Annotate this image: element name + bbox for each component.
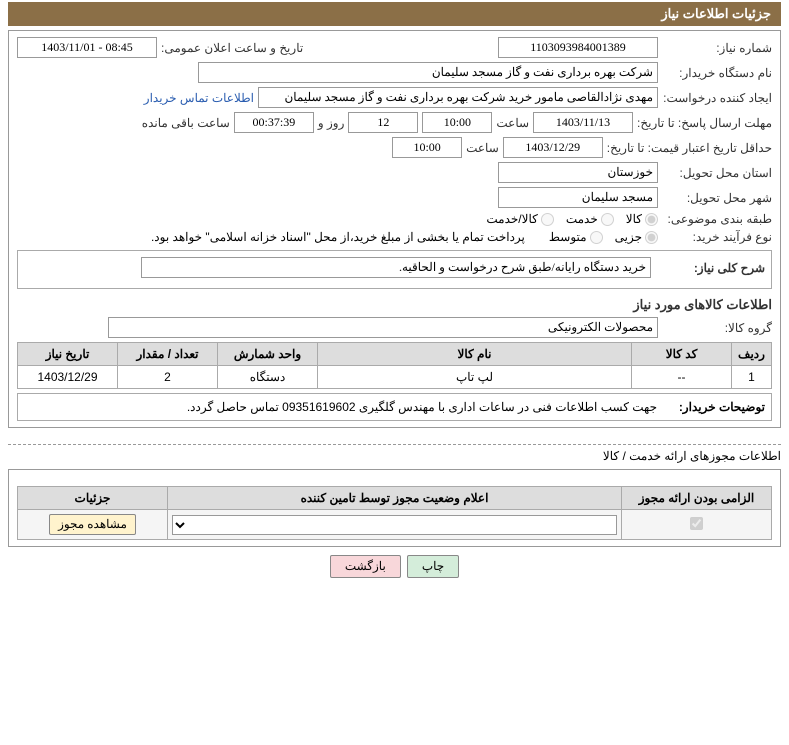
cell-qty: 2: [118, 366, 218, 389]
treasury-note: پرداخت تمام یا بخشی از مبلغ خرید،از محل …: [151, 230, 525, 244]
requester-label: ایجاد کننده درخواست:: [662, 91, 772, 105]
buyer-notes-text: جهت کسب اطلاعات فنی در ساعات اداری با مه…: [187, 400, 657, 414]
process-label: نوع فرآیند خرید:: [662, 230, 772, 244]
back-button[interactable]: بازگشت: [330, 555, 401, 578]
buyer-notes-box: توضیحات خریدار: جهت کسب اطلاعات فنی در س…: [17, 393, 772, 421]
permit-section: اطلاعات مجوزهای ارائه خدمت / کالا الزامی…: [8, 444, 781, 547]
status-select[interactable]: [172, 515, 617, 535]
province-field: [498, 162, 658, 183]
proc-medium-radio[interactable]: متوسط: [549, 230, 603, 244]
announce-datetime-field: [17, 37, 157, 58]
page-title-bar: جزئیات اطلاعات نیاز: [8, 2, 781, 26]
cell-unit: دستگاه: [218, 366, 318, 389]
goods-group-field: [108, 317, 658, 338]
goods-table: ردیف کد کالا نام کالا واحد شمارش تعداد /…: [17, 342, 772, 389]
time-label-2: ساعت: [466, 141, 499, 155]
th-qty: تعداد / مقدار: [118, 343, 218, 366]
mandatory-checkbox: [690, 517, 703, 530]
deadline-time-field: [422, 112, 492, 133]
remaining-label: ساعت باقی مانده: [142, 116, 230, 130]
requester-field: [258, 87, 658, 108]
validity-time-field: [392, 137, 462, 158]
proc-partial-text: جزیی: [615, 230, 642, 244]
goods-group-label: گروه کالا:: [662, 321, 772, 335]
cat-goods-radio[interactable]: کالا: [626, 212, 658, 226]
cat-service-radio[interactable]: خدمت: [566, 212, 614, 226]
city-field: [498, 187, 658, 208]
buyer-contact-link[interactable]: اطلاعات تماس خریدار: [144, 91, 254, 105]
buyer-org-label: نام دستگاه خریدار:: [662, 66, 772, 80]
th-name: نام کالا: [318, 343, 632, 366]
city-label: شهر محل تحویل:: [662, 191, 772, 205]
th-code: کد کالا: [632, 343, 732, 366]
validity-label: حداقل تاریخ اعتبار قیمت: تا تاریخ:: [607, 141, 772, 155]
th-mandatory: الزامی بودن ارائه مجوز: [622, 487, 772, 510]
proc-medium-text: متوسط: [549, 230, 587, 244]
permit-row: مشاهده مجوز: [18, 510, 772, 540]
time-label-1: ساعت: [496, 116, 529, 130]
th-row: ردیف: [732, 343, 772, 366]
goods-section-title: اطلاعات کالاهای مورد نیاز: [17, 297, 772, 313]
days-count-field: [348, 112, 418, 133]
permit-table: الزامی بودن ارائه مجوز اعلام وضعیت مجوز …: [17, 486, 772, 540]
desc-field: [141, 257, 651, 278]
need-number-label: شماره نیاز:: [662, 41, 772, 55]
validity-date-field: [503, 137, 603, 158]
table-row: 1 -- لپ تاپ دستگاه 2 1403/12/29: [18, 366, 772, 389]
print-button[interactable]: چاپ: [407, 555, 459, 578]
province-label: استان محل تحویل:: [662, 166, 772, 180]
announce-datetime-label: تاریخ و ساعت اعلان عمومی:: [161, 41, 303, 55]
need-number-field: [498, 37, 658, 58]
view-permit-button[interactable]: مشاهده مجوز: [49, 514, 136, 535]
deadline-label: مهلت ارسال پاسخ: تا تاریخ:: [637, 116, 772, 130]
desc-label: شرح کلی نیاز:: [655, 261, 765, 275]
buyer-org-field: [198, 62, 658, 83]
cell-name: لپ تاپ: [318, 366, 632, 389]
main-form-box: شماره نیاز: تاریخ و ساعت اعلان عمومی: نا…: [8, 30, 781, 428]
cat-service-text: خدمت: [566, 212, 598, 226]
countdown-field: [234, 112, 314, 133]
category-label: طبقه بندی موضوعی:: [662, 212, 772, 226]
days-and-label: روز و: [318, 116, 345, 130]
th-status: اعلام وضعیت مجوز توسط تامین کننده: [168, 487, 622, 510]
cat-both-radio[interactable]: کالا/خدمت: [486, 212, 553, 226]
cell-date: 1403/12/29: [18, 366, 118, 389]
permit-section-title: اطلاعات مجوزهای ارائه خدمت / کالا: [8, 449, 781, 463]
proc-partial-radio[interactable]: جزیی: [615, 230, 658, 244]
th-date: تاریخ نیاز: [18, 343, 118, 366]
buyer-notes-label: توضیحات خریدار:: [665, 400, 765, 414]
cell-row: 1: [732, 366, 772, 389]
th-unit: واحد شمارش: [218, 343, 318, 366]
cat-goods-text: کالا: [626, 212, 642, 226]
deadline-date-field: [533, 112, 633, 133]
cat-both-text: کالا/خدمت: [486, 212, 537, 226]
cell-code: --: [632, 366, 732, 389]
th-details: جزئیات: [18, 487, 168, 510]
